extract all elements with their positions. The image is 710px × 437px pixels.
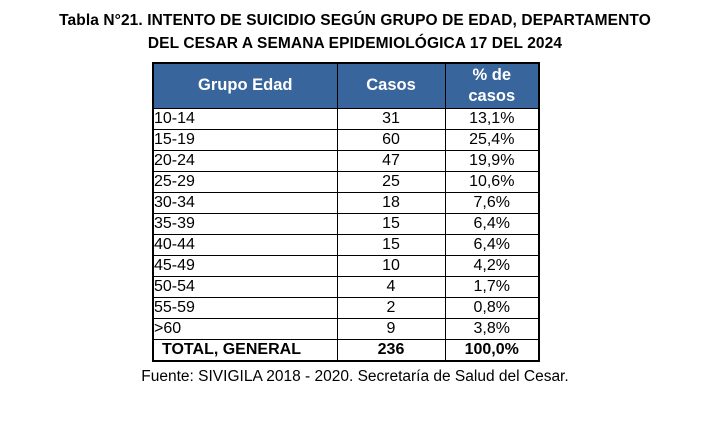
table-row: 10-14 31 13,1% (152, 107, 540, 130)
cell-casos: 31 (336, 107, 446, 130)
cell-grupo: 30-34 (152, 191, 338, 214)
column-header-pct-casos: % de casos (444, 62, 540, 109)
cell-pct: 10,6% (444, 170, 540, 193)
cell-casos: 25 (336, 170, 446, 193)
cell-pct: 25,4% (444, 128, 540, 151)
cell-pct: 4,2% (444, 254, 540, 277)
cell-grupo: 55-59 (152, 296, 338, 319)
cell-casos: 9 (336, 317, 446, 340)
cell-pct: 0,8% (444, 296, 540, 319)
cell-casos: 15 (336, 212, 446, 235)
column-header-grupo-edad: Grupo Edad (152, 62, 338, 109)
cell-casos: 2 (336, 296, 446, 319)
cell-casos: 15 (336, 233, 446, 256)
table-container: Grupo Edad Casos % de casos 10-14 31 13,1%… (152, 62, 710, 362)
column-header-casos: Casos (336, 62, 446, 109)
total-row: TOTAL, GENERAL 236 100,0% (152, 338, 540, 361)
cell-pct: 1,7% (444, 275, 540, 298)
cell-pct: 3,8% (444, 317, 540, 340)
cell-grupo: 50-54 (152, 275, 338, 298)
table-row: 20-24 47 19,9% (152, 149, 540, 172)
table-title-line2: DEL CESAR A SEMANA EPIDEMIOLÓGICA 17 DEL… (147, 35, 563, 52)
table-row: 45-49 10 4,2% (152, 254, 540, 277)
cell-casos: 4 (336, 275, 446, 298)
cell-pct: 19,9% (444, 149, 540, 172)
cell-grupo: 40-44 (152, 233, 338, 256)
table-title-line1: Tabla N°21. INTENTO DE SUICIDIO SEGÚN GR… (59, 12, 651, 29)
cell-grupo: 15-19 (152, 128, 338, 151)
table-row: 30-34 18 7,6% (152, 191, 540, 214)
cell-grupo: TOTAL, GENERAL (152, 338, 338, 361)
cell-grupo: 10-14 (152, 107, 338, 130)
table-row: 55-59 2 0,8% (152, 296, 540, 319)
cell-grupo: 35-39 (152, 212, 338, 235)
cell-pct: 7,6% (444, 191, 540, 214)
cell-grupo: 20-24 (152, 149, 338, 172)
cell-casos: 18 (336, 191, 446, 214)
cell-casos: 60 (336, 128, 446, 151)
suicide-attempts-by-age-table: Grupo Edad Casos % de casos 10-14 31 13,1%… (152, 62, 540, 362)
cell-pct: 100,0% (444, 338, 540, 361)
header-row: Grupo Edad Casos % de casos (152, 62, 540, 109)
cell-pct: 6,4% (444, 233, 540, 256)
cell-casos: 47 (336, 149, 446, 172)
cell-grupo: >60 (152, 317, 338, 340)
table-row: >60 9 3,8% (152, 317, 540, 340)
table-row: 35-39 15 6,4% (152, 212, 540, 235)
table-row: 50-54 4 1,7% (152, 275, 540, 298)
table-title: Tabla N°21. INTENTO DE SUICIDIO SEGÚN GR… (0, 0, 710, 55)
source-note: Fuente: SIVIGILA 2018 - 2020. Secretaría… (141, 367, 569, 385)
table-row: 40-44 15 6,4% (152, 233, 540, 256)
cell-grupo: 25-29 (152, 170, 338, 193)
table-row: 25-29 25 10,6% (152, 170, 540, 193)
cell-casos: 236 (336, 338, 446, 361)
cell-casos: 10 (336, 254, 446, 277)
cell-pct: 6,4% (444, 212, 540, 235)
cell-grupo: 45-49 (152, 254, 338, 277)
cell-pct: 13,1% (444, 107, 540, 130)
table-row: 15-19 60 25,4% (152, 128, 540, 151)
